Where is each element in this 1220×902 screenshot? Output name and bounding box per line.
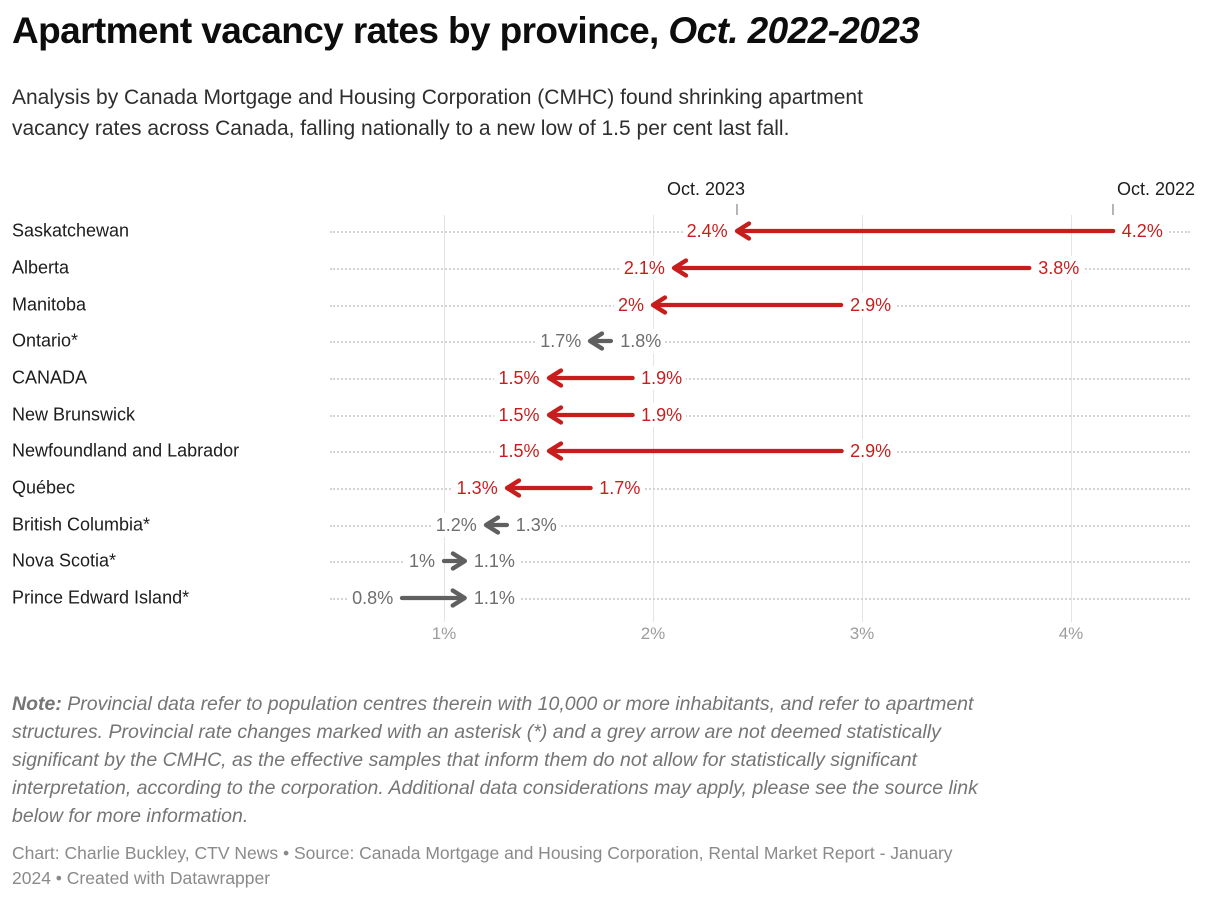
chart-row: British Columbia* 1.2% 1.3% [0, 506, 1220, 543]
value-oct-2022: 1.8% [611, 329, 666, 354]
province-label: Ontario* [12, 330, 79, 351]
leader-dotted-line [330, 341, 1190, 344]
arrow-not-significant [588, 331, 614, 351]
value-oct-2022: 3.8% [1029, 255, 1084, 280]
province-label: Newfoundland and Labrador [12, 440, 240, 461]
value-oct-2023: 1.5% [494, 402, 549, 427]
chart-row: New Brunswick 1.5% 1.9% [0, 396, 1220, 433]
arrow-not-significant [483, 515, 509, 535]
column-header-oct-2023: Oct. 2023 [666, 179, 745, 199]
chart-byline-source: Chart: Charlie Buckley, CTV News • Sourc… [12, 843, 953, 888]
value-oct-2023: 1.1% [464, 586, 519, 611]
value-oct-2023: 1.5% [494, 439, 549, 464]
arrow-significant [504, 478, 593, 498]
leader-dotted-line [330, 561, 1190, 564]
x-gridline [444, 215, 445, 622]
chart-row: Manitoba 2% 2.9% [0, 286, 1220, 323]
province-label: Prince Edward Island* [12, 587, 190, 608]
province-label: Québec [12, 477, 76, 498]
value-oct-2022: 4.2% [1112, 219, 1167, 244]
chart-row: Alberta 2.1% 3.8% [0, 249, 1220, 286]
x-gridline [1071, 215, 1072, 622]
leader-dotted-line [330, 377, 1190, 380]
leader-dotted-line [330, 488, 1190, 490]
x-axis-tick-label: 2% [640, 624, 666, 643]
chart-row: CANADA 1.5% 1.9% [0, 359, 1220, 396]
page-title: Apartment vacancy rates by province, Oct… [12, 10, 920, 52]
value-oct-2023: 1.5% [494, 365, 549, 390]
column-header-tick [1111, 204, 1114, 215]
arrow-significant [546, 404, 635, 425]
province-label: Alberta [12, 257, 70, 278]
chart-row: Newfoundland and Labrador 1.5% 2.9% [0, 433, 1220, 470]
chart-row: Québec 1.3% 1.7% [0, 470, 1220, 507]
leader-dotted-line [330, 598, 1190, 601]
chart-row: Prince Edward Island* 1.1% 0.8% [0, 580, 1220, 617]
arrow-significant [671, 258, 1032, 278]
arrow-not-significant [441, 551, 468, 572]
value-oct-2022: 1.9% [632, 402, 687, 427]
page-title-italic: Oct. 2022-2023 [668, 10, 920, 51]
column-header-tick [735, 204, 738, 215]
note-body: Provincial data refer to population cent… [12, 693, 978, 827]
arrow-not-significant [400, 588, 468, 608]
arrow-significant [650, 294, 844, 315]
arrow-significant [546, 368, 635, 388]
chart-row: Ontario* 1.7% 1.8% [0, 323, 1220, 360]
value-oct-2023: 1.1% [464, 549, 519, 574]
page-title-regular: Apartment vacancy rates by province, [12, 10, 669, 51]
x-axis-tick-label: 3% [849, 624, 875, 643]
value-oct-2023: 2.1% [619, 255, 674, 280]
province-label: CANADA [12, 367, 88, 388]
arrow-significant [546, 441, 844, 461]
chart-row: Saskatchewan 2.4% 4.2% [0, 213, 1220, 250]
value-oct-2022: 1.7% [590, 476, 645, 500]
x-axis-tick-label: 1% [431, 624, 457, 643]
province-label: New Brunswick [12, 404, 136, 425]
value-oct-2022: 1% [404, 549, 444, 574]
x-gridline [862, 215, 863, 622]
value-oct-2023: 1.7% [536, 329, 591, 354]
value-oct-2022: 2.9% [841, 439, 896, 464]
leader-dotted-line [330, 414, 1190, 417]
chart-row: Nova Scotia* 1.1% 1% [0, 543, 1220, 580]
value-oct-2022: 1.9% [632, 365, 687, 390]
value-oct-2022: 2.9% [841, 292, 896, 317]
note-prefix: Note: [12, 693, 62, 715]
leader-dotted-line [330, 524, 1190, 527]
province-label: Manitoba [12, 294, 87, 314]
column-header-oct-2022: Oct. 2022 [1116, 179, 1195, 199]
province-label: British Columbia* [12, 514, 151, 535]
value-oct-2022: 1.3% [506, 512, 561, 537]
province-label: Nova Scotia* [12, 550, 117, 571]
value-oct-2023: 2% [613, 292, 653, 317]
province-label: Saskatchewan [12, 220, 130, 241]
arrow-significant [734, 221, 1115, 241]
value-oct-2023: 1.3% [452, 476, 507, 500]
value-oct-2022: 0.8% [348, 586, 403, 611]
chart-subtitle: Analysis by Canada Mortgage and Housing … [12, 86, 863, 140]
chart-note: Note: Provincial data refer to populatio… [12, 690, 1197, 830]
value-oct-2023: 2.4% [682, 219, 737, 244]
value-oct-2023: 1.2% [431, 512, 486, 537]
x-axis-tick-label: 4% [1058, 624, 1084, 643]
